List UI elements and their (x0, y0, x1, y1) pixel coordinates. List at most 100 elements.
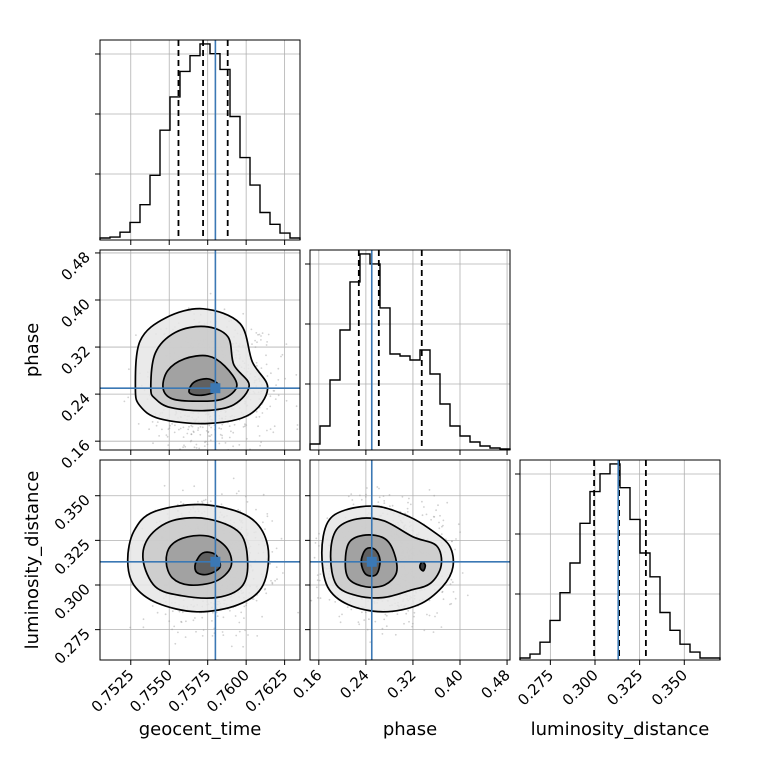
sample-point (406, 511, 409, 513)
sample-point (142, 626, 145, 629)
sample-point (267, 333, 270, 336)
sample-point (180, 501, 182, 503)
sample-point (273, 425, 276, 428)
sample-point (206, 502, 209, 504)
sample-point (341, 613, 343, 616)
sample-point (184, 445, 187, 448)
sample-point (366, 628, 369, 631)
sample-point (305, 591, 307, 593)
sample-point (216, 615, 219, 617)
sample-point (296, 424, 299, 426)
sample-point (436, 612, 438, 614)
sample-point (391, 504, 394, 507)
sample-point (316, 579, 319, 582)
sample-point (319, 573, 322, 575)
sample-point (266, 429, 268, 432)
sample-point (167, 428, 170, 430)
contour-line (162, 354, 238, 403)
sample-point (265, 354, 267, 357)
sample-point (352, 503, 355, 506)
sample-point (218, 442, 221, 445)
panel-frame (519, 459, 721, 661)
sample-point (201, 426, 204, 429)
sample-point (452, 591, 455, 593)
panel-content (100, 250, 300, 468)
sample-point (182, 489, 184, 492)
sample-point (347, 495, 350, 498)
sample-point (263, 588, 266, 591)
sample-point (171, 423, 174, 425)
sample-point (247, 634, 249, 636)
panel-frame (309, 249, 511, 451)
sample-point (357, 621, 360, 624)
sample-point (451, 540, 453, 543)
sample-point (201, 635, 204, 637)
sample-point (389, 505, 391, 507)
sample-point (440, 626, 443, 628)
contour-line (329, 517, 443, 599)
sample-point (459, 531, 461, 533)
sample-point (173, 431, 176, 434)
sample-point (173, 625, 176, 628)
sample-point (439, 514, 441, 517)
sample-point (192, 466, 194, 468)
sample-point (221, 631, 224, 633)
sample-point (152, 442, 154, 445)
sample-point (461, 572, 464, 574)
sample-point (318, 532, 320, 535)
sample-point (317, 597, 319, 599)
sample-point (262, 521, 264, 524)
sample-point (177, 631, 179, 634)
sample-point (187, 307, 190, 310)
sample-point (221, 423, 224, 426)
sample-point (428, 614, 431, 617)
sample-point (198, 447, 201, 450)
sample-point (190, 433, 193, 436)
sample-point (385, 625, 388, 628)
sample-point (174, 424, 176, 427)
sample-point (243, 617, 245, 619)
sample-point (266, 513, 269, 515)
sample-point (222, 634, 225, 636)
sample-point (383, 502, 386, 504)
sample-point (242, 312, 245, 315)
sample-point (394, 633, 397, 636)
sample-point (382, 495, 385, 497)
y-tick-label: 0.275 (51, 625, 94, 668)
sample-point (261, 332, 264, 334)
sample-point (315, 537, 318, 540)
contour-line (134, 307, 269, 425)
sample-point (127, 396, 130, 399)
sample-point (199, 426, 202, 428)
sample-point (171, 610, 174, 613)
sample-point (318, 579, 321, 582)
sample-point (421, 500, 423, 503)
sample-point (178, 610, 181, 613)
sample-point (156, 611, 159, 614)
sample-point (193, 446, 196, 449)
sample-point (450, 578, 453, 581)
sample-point (266, 515, 269, 518)
sample-point (191, 425, 194, 428)
sample-point (366, 487, 368, 489)
sample-point (266, 408, 268, 410)
sample-point (428, 599, 431, 602)
sample-point (148, 428, 151, 431)
sample-point (442, 598, 445, 601)
sample-point (368, 618, 370, 621)
sample-point (123, 400, 126, 403)
sample-point (359, 494, 361, 497)
sample-point (255, 599, 258, 602)
sample-point (238, 621, 241, 624)
sample-point (360, 498, 363, 501)
sample-point (181, 611, 184, 614)
sample-point (411, 622, 414, 625)
joint-panel-phase-luminosity_distance (305, 459, 511, 665)
sample-point (276, 578, 278, 581)
sample-point (251, 343, 253, 345)
x-axis-label-phase: phase (383, 719, 437, 740)
y-tick-label: 0.325 (51, 535, 94, 578)
sample-point (434, 615, 436, 618)
contour-line (142, 516, 249, 599)
sample-point (383, 618, 386, 621)
